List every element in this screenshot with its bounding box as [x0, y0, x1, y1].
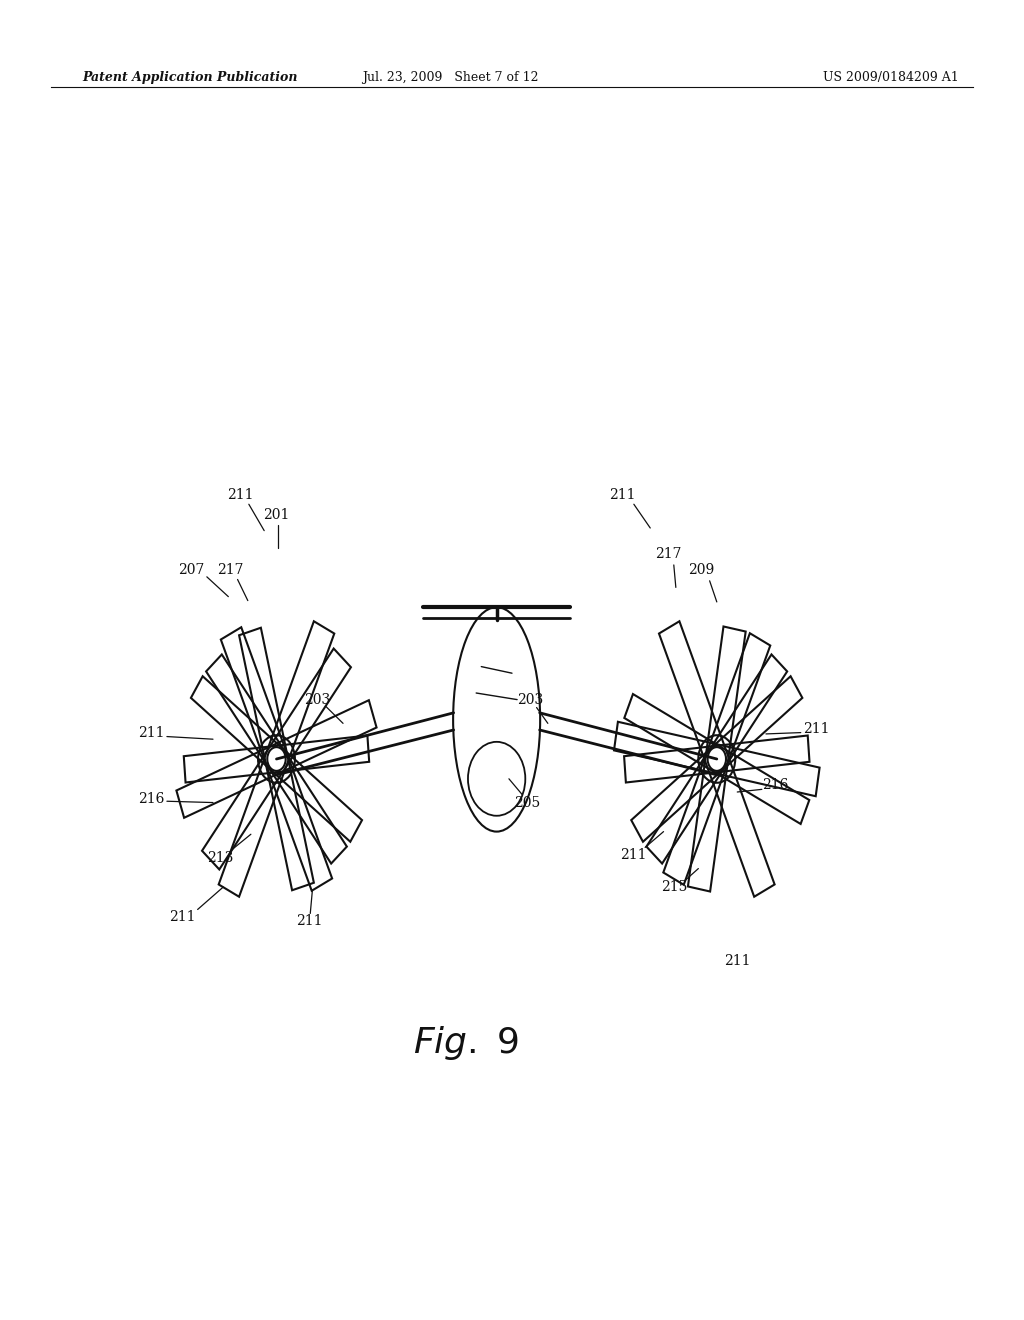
Text: 211: 211 [724, 954, 751, 968]
Text: 213: 213 [207, 851, 233, 865]
Text: 211: 211 [227, 488, 254, 502]
Text: 203: 203 [517, 693, 544, 706]
Text: 211: 211 [803, 722, 829, 735]
Text: 216: 216 [762, 779, 788, 792]
Text: 217: 217 [217, 564, 244, 577]
Text: 216: 216 [138, 792, 165, 805]
Text: 209: 209 [688, 564, 715, 577]
Text: 205: 205 [514, 796, 541, 809]
Text: 211: 211 [620, 849, 646, 862]
Text: 211: 211 [609, 488, 636, 502]
Text: 211: 211 [138, 726, 165, 739]
Text: 211: 211 [296, 915, 323, 928]
Text: Jul. 23, 2009   Sheet 7 of 12: Jul. 23, 2009 Sheet 7 of 12 [362, 71, 539, 84]
Text: US 2009/0184209 A1: US 2009/0184209 A1 [823, 71, 958, 84]
Text: 203: 203 [304, 693, 331, 706]
Text: 211: 211 [169, 911, 196, 924]
Text: 201: 201 [263, 508, 290, 521]
Text: $\it{Fig.}$ $\it{9}$: $\it{Fig.}$ $\it{9}$ [413, 1024, 519, 1061]
Text: 217: 217 [655, 548, 682, 561]
Text: Patent Application Publication: Patent Application Publication [82, 71, 297, 84]
Text: 215: 215 [660, 880, 687, 894]
Text: 207: 207 [178, 564, 205, 577]
